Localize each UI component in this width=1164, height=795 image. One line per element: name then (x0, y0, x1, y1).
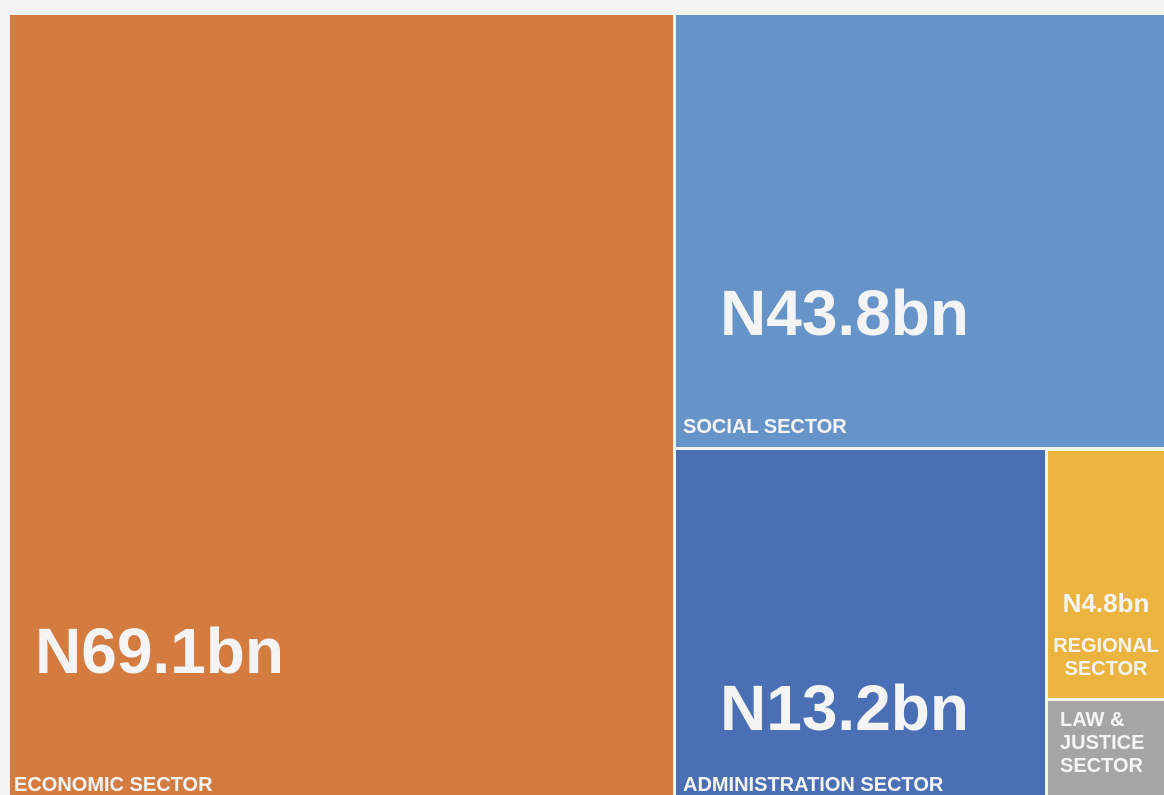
tile: N13.2bn ADMINISTRATION SECTOR (676, 450, 1045, 795)
tile: LAW & JUSTICE SECTOR (1048, 701, 1164, 795)
tile: N69.1bn ECONOMIC SECTOR (10, 15, 673, 795)
category-label: ADMINISTRATION SECTOR (683, 774, 944, 795)
tile: N43.8bn SOCIAL SECTOR (676, 15, 1164, 447)
value-label: N4.8bn (1062, 588, 1150, 618)
category-label: ECONOMIC SECTOR (14, 774, 213, 795)
value-label: N13.2bn (720, 672, 969, 744)
category-label: REGIONAL SECTOR (1053, 635, 1159, 680)
tile: N4.8bn REGIONAL SECTOR (1048, 451, 1164, 698)
category-label: LAW & JUSTICE SECTOR (1060, 709, 1145, 777)
category-label: SOCIAL SECTOR (683, 416, 847, 438)
value-label: N43.8bn (720, 277, 969, 349)
value-label: N69.1bn (35, 615, 284, 687)
